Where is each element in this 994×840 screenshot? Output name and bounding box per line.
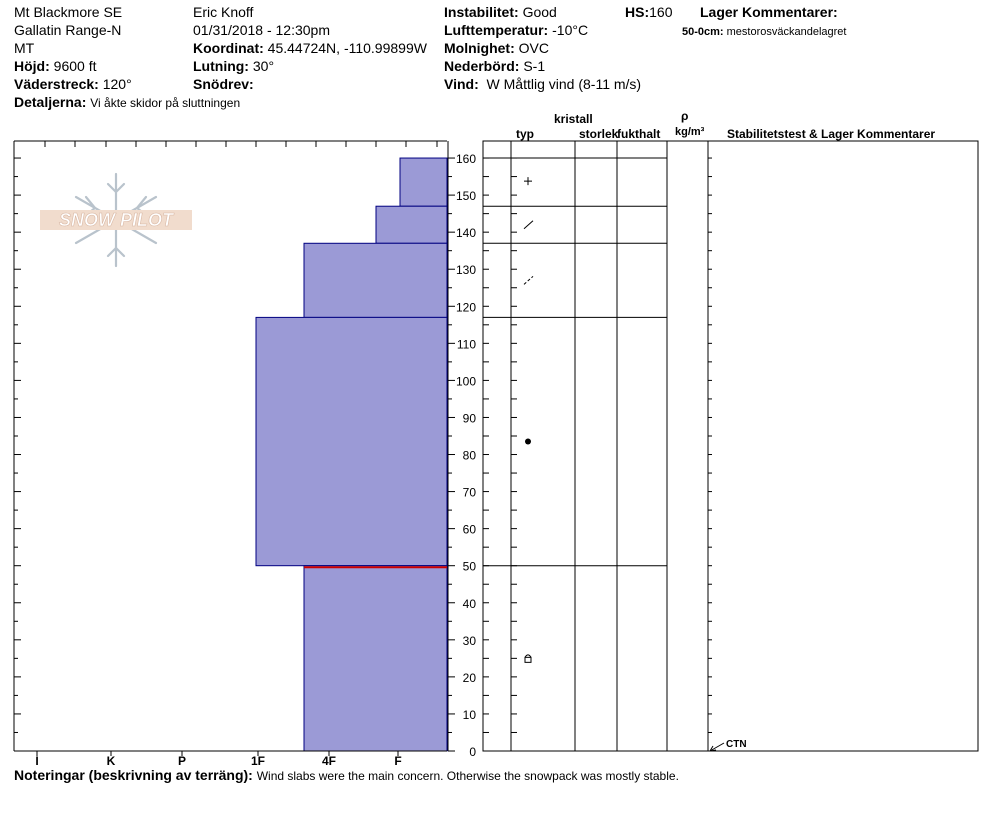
test-result-arrow [709,742,725,752]
depth-tick-label: 30 [463,634,477,648]
hardness-label: F [394,754,401,768]
depth-tick-label: 40 [463,597,477,611]
hardness-label: I [35,754,38,768]
wind-value: W Måttlig vind (8-11 m/s) [486,76,642,92]
faceted-grain-icon [524,654,532,658]
coordinate-row: Koordinat: 45.44724N, -110.99899W [193,40,427,56]
cloud-value: OVC [518,40,549,56]
wind-row: Vind: W Måttlig vind (8-11 m/s) [444,76,641,92]
snowpilot-logo: SNOW PILOT [40,172,192,268]
snow-layer-bar [399,157,448,207]
snow-layer-bar [375,205,448,244]
cloud-row: Molnighet: OVC [444,40,549,56]
airtemp-label: Lufttemperatur: [444,22,549,38]
stability-row: Instabilitet: Good [444,4,557,20]
drift-label: Snödrev: [193,76,254,92]
layer-comment-row: 50-0cm: mestorosväckandelagret [682,24,846,40]
type-header: typ [516,127,534,141]
notes-text: Wind slabs were the main concern. Otherw… [256,769,679,783]
wind-label: Vind: [444,76,479,92]
hardness-label: K [107,754,116,768]
depth-tick-label: 50 [463,560,477,574]
depth-tick-label: 10 [463,708,477,722]
snow-layer-bar [303,565,448,752]
snow-layer-bar [255,316,448,567]
coordinate-value: 45.44724N, -110.99899W [267,40,427,56]
depth-tick-label: 100 [456,374,476,388]
observer-name: Eric Knoff [193,4,254,20]
size-header: storlek [579,127,619,141]
aspect-label: Väderstreck: [14,76,99,92]
elevation-value: 9600 ft [53,58,97,74]
test-result-label: CTN [726,739,747,750]
depth-tick-label: 90 [463,411,477,425]
rho-header: ρ [681,109,689,123]
density-unit-header: kg/m³ [675,126,705,138]
depth-tick-label: 120 [456,300,476,314]
layer-table-frame [482,140,979,752]
coordinate-label: Koordinat: [193,40,264,56]
layer-comment-text: mestorosväckandelagret [726,26,847,38]
precip-row: Nederbörd: S-1 [444,58,545,74]
state-name: MT [14,40,35,56]
aspect-row: Väderstreck: 120° [14,76,132,92]
hardness-label: 4F [322,754,336,768]
precip-label: Nederbörd: [444,58,520,74]
slope-label: Lutning: [193,58,249,74]
elevation-label: Höjd: [14,58,50,74]
airtemp-value: -10°C [552,22,589,38]
location-name: Mt Blackmore SE [14,4,123,20]
notes-label: Noteringar (beskrivning av terräng): [14,767,253,783]
depth-tick-label: 60 [463,523,477,537]
stability-value: Good [522,4,557,20]
elevation-row: Höjd: 9600 ft [14,58,96,74]
snow-layer-bar [303,242,448,318]
depth-tick-label: 140 [456,226,476,240]
slope-row: Lutning: 30° [193,58,274,74]
hs-row: HS:160 [625,4,672,20]
stability-header: Stabilitetstest & Lager Kommentarer [727,127,936,141]
layer-comment-depth: 50-0cm: [682,26,724,38]
depth-tick-label: 130 [456,263,476,277]
details-label: Detaljerna: [14,94,87,110]
layer-comments-label: Lager Kommentarer: [700,4,838,20]
hs-label: HS: [625,4,650,20]
depth-tick-label: 160 [456,152,476,166]
test-result-arrowhead [709,749,717,752]
logo-band [40,210,192,230]
range-name: Gallatin Range-N [14,22,122,38]
observation-datetime: 01/31/2018 - 12:30pm [193,22,330,38]
depth-tick-label: 110 [457,337,476,351]
stability-label: Instabilitet: [444,4,519,20]
aspect-value: 120° [102,76,132,92]
details-value: Vi åkte skidor på sluttningen [90,96,241,110]
depth-tick-label: 70 [463,486,477,500]
test-result-arrowhead [709,745,714,752]
dashed-slash-grain-icon [523,275,534,285]
depth-tick-label: 20 [463,671,477,685]
notes-row: Noteringar (beskrivning av terräng): Win… [14,767,679,784]
crystal-header: kristall [554,112,593,126]
slash-grain-icon [523,220,534,230]
hs-value: 160 [649,4,673,20]
depth-tick-label: 80 [463,449,477,463]
faceted-grain-icon [524,656,532,663]
drift-row: Snödrev: [193,76,254,92]
details-row: Detaljerna: Vi åkte skidor på sluttninge… [14,94,240,111]
slope-value: 30° [252,58,275,74]
hardness-label: 1F [251,754,265,768]
hardness-label: P [178,754,186,768]
depth-tick-label: 0 [469,745,476,759]
depth-tick-label: 150 [456,189,476,203]
logo-text: SNOW PILOT [59,210,175,230]
cloud-label: Molnighet: [444,40,515,56]
moisture-header: fukthalt [617,127,661,141]
airtemp-row: Lufttemperatur: -10°C [444,22,588,38]
dot-grain-icon [525,438,531,445]
precip-value: S-1 [523,58,546,74]
